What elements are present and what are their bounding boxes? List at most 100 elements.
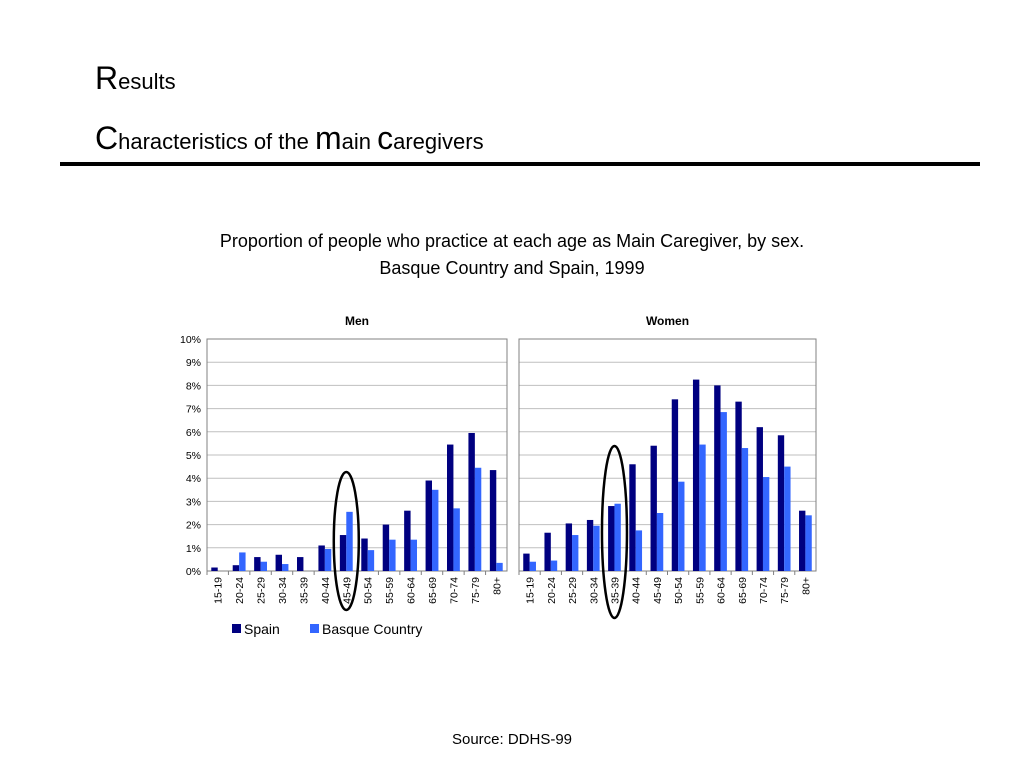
- bar-women-basque-country-15-19: [529, 561, 536, 571]
- bar-women-basque-country-75-79: [784, 466, 791, 571]
- x-tick-label: 80+: [800, 577, 812, 595]
- panel-title-men: Men: [345, 314, 369, 328]
- y-tick-label: 10%: [180, 334, 201, 346]
- bar-women-spain-75-79: [777, 435, 785, 571]
- y-tick-label: 4%: [186, 473, 201, 485]
- bar-women-basque-country-55-59: [699, 444, 706, 571]
- legend-swatch-basque-country: [310, 624, 319, 633]
- slide-title-results: Results: [95, 62, 176, 94]
- y-tick-label: 5%: [186, 450, 201, 462]
- y-tick-label: 3%: [186, 496, 201, 508]
- bar-men-basque-country-75-79: [474, 467, 482, 571]
- bar-women-spain-70-74: [756, 427, 763, 571]
- title2-part-0: C: [95, 120, 119, 156]
- bar-women-basque-country-40-44: [635, 530, 643, 571]
- title2-part-3: ain: [341, 129, 378, 154]
- subtitle-line2: Basque Country and Spain, 1999: [379, 258, 645, 278]
- title-divider: [60, 162, 980, 166]
- bar-men-basque-country-70-74: [453, 508, 460, 571]
- x-tick-label: 25-29: [256, 577, 268, 604]
- x-tick-label: 30-34: [588, 577, 600, 604]
- bar-women-basque-country-70-74: [762, 477, 770, 571]
- bar-women-basque-country-25-29: [572, 535, 579, 571]
- bar-men-spain-75-79: [468, 432, 475, 571]
- slide-title-characteristics: Characteristics of the main caregivers: [95, 122, 484, 154]
- bar-men-basque-country-50-54: [367, 550, 375, 571]
- highlight-ellipse-men: [332, 470, 361, 612]
- bar-women-spain-65-69: [735, 401, 742, 571]
- x-tick-label: 30-34: [277, 577, 289, 604]
- x-tick-label: 40-44: [631, 577, 643, 604]
- bar-women-spain-15-19: [523, 553, 530, 571]
- bar-women-basque-country-35-39: [614, 503, 621, 571]
- bar-women-basque-country-65-69: [741, 448, 749, 571]
- x-tick-label: 25-29: [567, 577, 579, 604]
- y-tick-label: 8%: [186, 380, 201, 392]
- x-tick-label: 50-54: [363, 577, 375, 604]
- chart-subtitle: Proportion of people who practice at eac…: [0, 228, 1024, 282]
- highlight-ellipse-women: [600, 444, 629, 620]
- y-tick-label: 1%: [186, 543, 201, 555]
- x-tick-label: 65-69: [737, 577, 749, 604]
- bar-men-spain-55-59: [382, 524, 390, 571]
- bar-women-spain-80+: [799, 510, 806, 571]
- title-rest-results: esults: [118, 69, 176, 94]
- bar-women-basque-country-50-54: [678, 481, 685, 571]
- bar-men-basque-country-40-44: [324, 548, 332, 571]
- bar-women-spain-50-54: [671, 399, 679, 571]
- x-tick-label: 70-74: [448, 577, 460, 604]
- x-tick-label: 35-39: [298, 577, 310, 604]
- bar-women-basque-country-60-64: [720, 412, 727, 571]
- y-tick-label: 2%: [186, 520, 201, 532]
- bar-women-spain-20-24: [544, 532, 551, 571]
- bar-men-spain-40-44: [318, 545, 325, 571]
- x-tick-label: 55-59: [694, 577, 706, 604]
- title-initial-r: R: [95, 60, 119, 96]
- title2-part-5: aregivers: [393, 129, 484, 154]
- x-tick-label: 40-44: [320, 577, 332, 604]
- bar-men-basque-country-55-59: [389, 539, 396, 571]
- x-tick-label: 50-54: [673, 577, 685, 604]
- bar-women-spain-25-29: [565, 523, 573, 571]
- bar-men-spain-50-54: [361, 538, 368, 571]
- y-tick-label: 9%: [186, 357, 201, 369]
- title2-part-4: c: [377, 120, 394, 156]
- legend-label-basque-country: Basque Country: [322, 621, 422, 637]
- x-tick-label: 75-79: [779, 577, 791, 604]
- bar-men-spain-15-19: [211, 567, 218, 571]
- x-tick-label: 15-19: [525, 577, 537, 604]
- x-tick-label: 60-64: [716, 577, 728, 604]
- bar-men-spain-30-34: [275, 554, 282, 571]
- bar-women-basque-country-30-34: [593, 525, 600, 571]
- legend-label-spain: Spain: [244, 621, 280, 637]
- bar-men-spain-60-64: [404, 510, 411, 571]
- bar-men-spain-25-29: [254, 557, 261, 571]
- x-tick-label: 75-79: [470, 577, 482, 604]
- bar-men-basque-country-80+: [496, 562, 503, 571]
- x-tick-label: 20-24: [546, 577, 558, 604]
- bar-men-spain-45-49: [339, 535, 347, 571]
- x-tick-label: 80+: [491, 577, 503, 595]
- bar-men-spain-35-39: [297, 557, 304, 571]
- source-note: Source: DDHS-99: [451, 731, 573, 748]
- bar-men-basque-country-30-34: [282, 564, 289, 571]
- bar-men-spain-20-24: [232, 565, 240, 571]
- bar-men-basque-country-65-69: [432, 489, 439, 571]
- x-tick-label: 60-64: [406, 577, 418, 604]
- x-tick-label: 55-59: [384, 577, 396, 604]
- x-tick-label: 20-24: [234, 577, 246, 604]
- panel-title-women: Women: [646, 314, 689, 328]
- bar-men-spain-65-69: [425, 480, 432, 571]
- bar-women-basque-country-80+: [805, 515, 812, 571]
- bar-men-spain-70-74: [447, 444, 454, 571]
- bar-men-basque-country-20-24: [239, 552, 246, 571]
- bar-women-basque-country-45-49: [656, 513, 664, 571]
- x-tick-label: 70-74: [758, 577, 770, 604]
- bar-men-spain-80+: [489, 470, 497, 571]
- bar-women-basque-country-20-24: [550, 560, 558, 571]
- subtitle-line1: Proportion of people who practice at eac…: [219, 231, 805, 251]
- x-tick-label: 65-69: [427, 577, 439, 604]
- title2-part-2: m: [314, 120, 342, 156]
- y-tick-label: 7%: [186, 404, 201, 416]
